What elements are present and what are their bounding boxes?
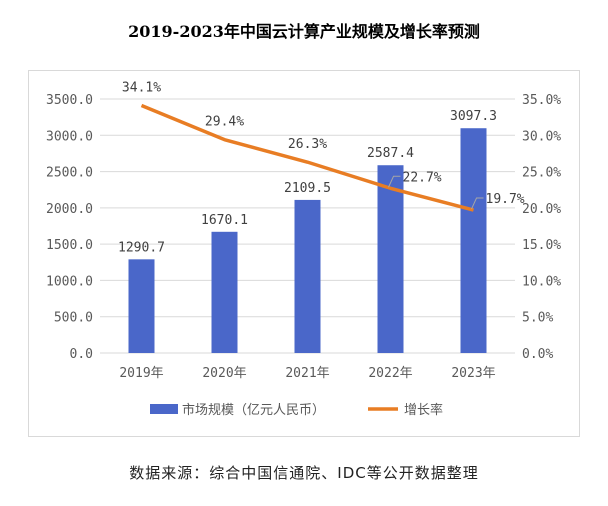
- legend-bar-label: 市场规模（亿元人民币）: [182, 402, 325, 418]
- y-left-tick: 0.0: [70, 347, 93, 362]
- chart-title: 2019-2023年中国云计算产业规模及增长率预测: [128, 22, 480, 41]
- y-right-tick: 30.0%: [522, 129, 561, 144]
- chart-frame: [28, 70, 580, 437]
- line-label: 34.1%: [122, 81, 161, 96]
- bar-label: 2587.4: [367, 146, 414, 161]
- y-left-tick: 1500.0: [46, 238, 93, 253]
- y-right-tick: 35.0%: [522, 93, 561, 108]
- y-right-tick: 0.0%: [522, 347, 553, 362]
- line-label: 29.4%: [205, 115, 244, 130]
- y-right-tick: 15.0%: [522, 238, 561, 253]
- y-right-tick: 20.0%: [522, 202, 561, 217]
- y-left-tick: 2500.0: [46, 166, 93, 181]
- x-tick: 2023年: [451, 366, 495, 381]
- bar: [128, 259, 155, 353]
- x-tick: 2022年: [368, 366, 412, 381]
- bar: [211, 231, 238, 353]
- y-left-tick: 3000.0: [46, 129, 93, 144]
- x-tick: 2019年: [119, 366, 163, 381]
- bar-label: 1670.1: [201, 213, 248, 228]
- x-tick: 2021年: [285, 366, 329, 381]
- y-left-tick: 500.0: [54, 311, 93, 326]
- source-note: 数据来源：综合中国信通院、IDC等公开数据整理: [129, 464, 479, 482]
- y-right-tick: 5.0%: [522, 311, 553, 326]
- y-right-tick: 10.0%: [522, 274, 561, 289]
- label-leader: [471, 197, 484, 210]
- bar-label: 1290.7: [118, 240, 165, 255]
- label-leader: [388, 175, 401, 188]
- bar: [294, 199, 321, 353]
- bar-label: 3097.3: [450, 109, 497, 124]
- bar-label: 2109.5: [284, 181, 331, 196]
- growth-line: [140, 103, 474, 212]
- legend-line-label: 增长率: [404, 402, 443, 418]
- line-label: 19.7%: [486, 192, 525, 207]
- y-right-tick: 25.0%: [522, 166, 561, 181]
- line-label: 26.3%: [288, 137, 327, 152]
- bar: [377, 165, 404, 353]
- bar: [460, 128, 487, 353]
- line-label: 22.7%: [403, 170, 442, 185]
- legend-bar-swatch: [150, 404, 178, 414]
- y-left-tick: 1000.0: [46, 274, 93, 289]
- y-left-tick: 2000.0: [46, 202, 93, 217]
- y-left-tick: 3500.0: [46, 93, 93, 108]
- x-tick: 2020年: [202, 366, 246, 381]
